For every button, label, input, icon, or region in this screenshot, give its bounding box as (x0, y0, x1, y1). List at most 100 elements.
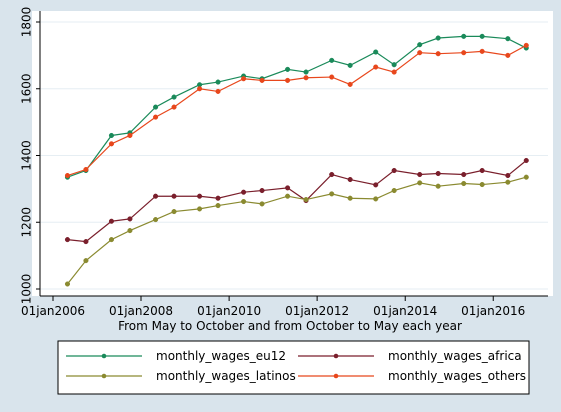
data-point (215, 88, 221, 94)
series-line (67, 35, 527, 178)
data-point (83, 239, 89, 245)
legend-swatch-marker (101, 353, 107, 359)
data-point (505, 52, 511, 58)
legend-item: monthly_wages_africa (298, 349, 522, 363)
data-point (171, 193, 177, 199)
data-point (259, 201, 265, 207)
series-monthly_wages_latinos (64, 174, 529, 287)
data-point (435, 183, 441, 189)
data-point (215, 195, 221, 201)
data-point (153, 193, 159, 199)
data-point (523, 174, 529, 180)
data-point (461, 50, 467, 56)
data-point (479, 181, 485, 188)
data-point (461, 180, 467, 187)
legend-item: monthly_wages_others (298, 369, 526, 383)
data-point (64, 237, 71, 243)
data-point (197, 193, 203, 199)
data-point (197, 86, 203, 92)
y-tick-label: 1000 (20, 274, 34, 305)
data-point (479, 167, 485, 174)
data-point (171, 94, 177, 100)
series-line (67, 44, 527, 177)
x-tick-label: 01jan2010 (197, 304, 261, 318)
legend-box (57, 340, 530, 395)
data-point (197, 206, 203, 212)
data-point (303, 75, 309, 81)
data-point (153, 104, 159, 110)
data-point (391, 62, 397, 68)
data-point (347, 176, 353, 183)
data-point (373, 182, 379, 188)
data-point (153, 114, 159, 120)
data-point (329, 57, 335, 63)
data-point (64, 172, 71, 179)
plot-background (32, 11, 553, 296)
data-point (259, 77, 265, 83)
data-point (171, 104, 177, 110)
data-point (285, 185, 291, 191)
data-point (127, 216, 133, 222)
data-point (347, 195, 353, 201)
y-tick-label: 1600 (20, 73, 34, 104)
y-tick-label: 1400 (20, 140, 34, 171)
data-point (329, 74, 335, 80)
data-point (303, 69, 309, 75)
data-point (329, 171, 335, 178)
data-point (108, 141, 115, 147)
data-point (417, 171, 423, 178)
data-point (347, 62, 353, 68)
data-point (505, 36, 511, 42)
data-point (259, 187, 265, 194)
data-point (479, 33, 485, 39)
data-point (391, 167, 397, 174)
data-point (373, 49, 379, 55)
data-point (505, 179, 511, 185)
legend-swatch-marker (333, 373, 339, 379)
x-tick-label: 01jan2014 (373, 304, 437, 318)
data-point (285, 77, 291, 83)
data-point (83, 258, 89, 264)
data-point (417, 180, 423, 186)
data-point (523, 157, 529, 164)
grid (40, 21, 548, 290)
legend-label: monthly_wages_eu12 (156, 349, 286, 363)
data-point (505, 172, 511, 179)
data-point (435, 170, 441, 177)
data-point (303, 197, 309, 203)
data-point (285, 193, 291, 199)
data-point (64, 281, 71, 287)
data-point (241, 189, 247, 195)
data-point (83, 166, 89, 173)
data-point (435, 35, 441, 41)
data-point (373, 196, 379, 202)
data-point (171, 209, 177, 215)
series-line (67, 160, 527, 243)
data-point (285, 66, 291, 72)
x-axis-title: From May to October and from October to … (118, 319, 462, 333)
data-point (391, 69, 397, 75)
data-point (215, 203, 221, 209)
data-point (127, 132, 133, 139)
data-point (108, 237, 115, 243)
axes: 1000 1200 1400 1600 1800 01jan2006 01jan2008 01… (20, 7, 548, 318)
data-point (417, 42, 423, 48)
legend: monthly_wages_eu12 monthly_wages_africamo… (57, 340, 530, 395)
legend-label: monthly_wages_africa (388, 349, 522, 363)
data-point (479, 48, 485, 54)
data-point (347, 81, 353, 87)
series-lines (64, 33, 529, 287)
data-point (329, 191, 335, 197)
data-point (391, 187, 397, 194)
data-point (108, 218, 115, 224)
data-point (461, 171, 467, 178)
x-tick-label: 01jan2008 (109, 304, 173, 318)
x-tick-label: 01jan2016 (461, 304, 525, 318)
series-monthly_wages_others (64, 42, 529, 179)
legend-item: monthly_wages_eu12 (66, 349, 286, 363)
data-point (108, 132, 115, 139)
legend-item: monthly_wages_latinos (66, 369, 296, 383)
data-point (461, 33, 467, 39)
